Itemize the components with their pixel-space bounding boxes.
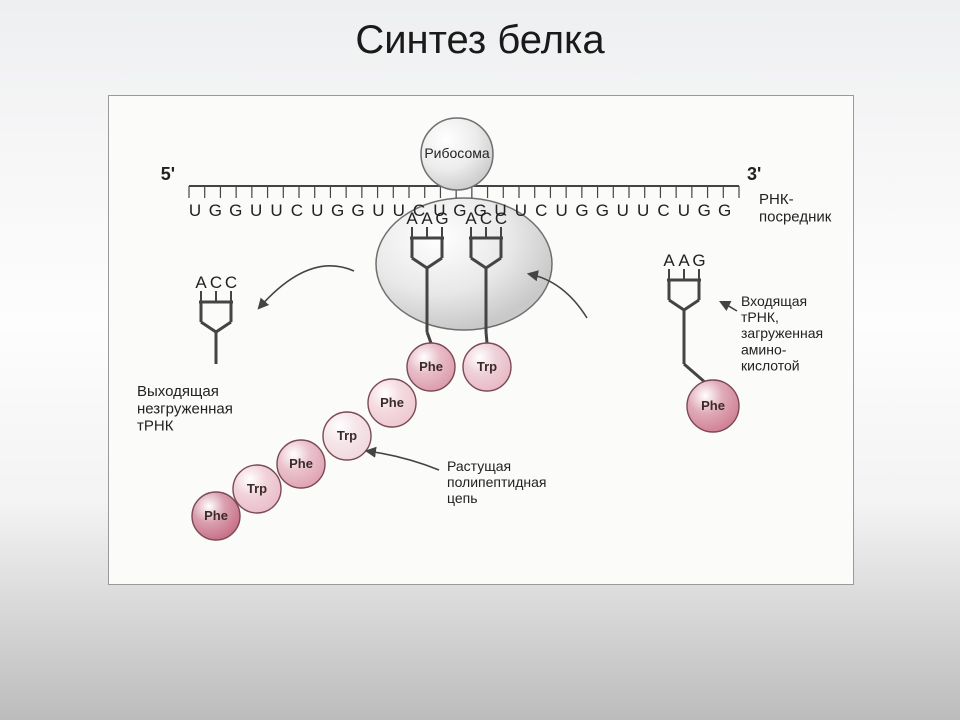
svg-text:U: U (515, 201, 527, 220)
svg-text:Входящая: Входящая (741, 293, 807, 309)
svg-text:G: G (692, 251, 705, 270)
svg-text:Растущая: Растущая (447, 458, 511, 474)
svg-text:незгруженная: незгруженная (137, 400, 233, 417)
svg-text:U: U (311, 201, 323, 220)
svg-text:G: G (229, 201, 242, 220)
flow-arrow (259, 266, 354, 308)
svg-text:U: U (617, 201, 629, 220)
svg-text:A: A (663, 251, 675, 270)
svg-text:U: U (250, 201, 262, 220)
svg-text:U: U (678, 201, 690, 220)
svg-text:G: G (351, 201, 364, 220)
svg-text:полипептидная: полипептидная (447, 474, 547, 490)
svg-text:A: A (195, 273, 207, 292)
svg-text:U: U (189, 201, 201, 220)
diagram-panel: 5'3'UGGUUCUGGUUCUGGUUCUGGUUCUGGРНК-посре… (108, 95, 854, 585)
svg-text:C: C (291, 201, 303, 220)
page-background: Синтез белка 5'3'UGGUUCUGGUUCUGGUUCUGGUU… (0, 0, 960, 720)
svg-text:Trp: Trp (247, 481, 267, 496)
svg-text:Рибосома: Рибосома (424, 145, 490, 161)
svg-text:G: G (575, 201, 588, 220)
svg-text:U: U (372, 201, 384, 220)
svg-text:G: G (698, 201, 711, 220)
svg-text:тРНК,: тРНК, (741, 309, 779, 325)
svg-text:U: U (393, 201, 405, 220)
svg-text:загруженная: загруженная (741, 325, 823, 341)
svg-text:G: G (596, 201, 609, 220)
svg-text:U: U (556, 201, 568, 220)
svg-text:C: C (495, 209, 507, 228)
svg-text:A: A (406, 209, 418, 228)
svg-text:U: U (270, 201, 282, 220)
svg-text:Phe: Phe (289, 456, 313, 471)
svg-text:РНК-: РНК- (759, 191, 794, 208)
flow-arrow (721, 302, 737, 311)
svg-text:Phe: Phe (701, 398, 725, 413)
svg-text:тРНК: тРНК (137, 418, 174, 435)
svg-text:C: C (480, 209, 492, 228)
svg-text:C: C (210, 273, 222, 292)
svg-text:C: C (225, 273, 237, 292)
svg-text:C: C (535, 201, 547, 220)
svg-text:Выходящая: Выходящая (137, 383, 219, 400)
svg-text:G: G (435, 209, 448, 228)
svg-text:G: G (209, 201, 222, 220)
svg-text:3': 3' (747, 164, 761, 184)
page-title: Синтез белка (0, 18, 960, 63)
svg-text:U: U (637, 201, 649, 220)
svg-text:цепь: цепь (447, 490, 478, 506)
svg-text:G: G (718, 201, 731, 220)
svg-text:кислотой: кислотой (741, 357, 800, 373)
svg-text:A: A (465, 209, 477, 228)
svg-text:G: G (331, 201, 344, 220)
svg-text:Phe: Phe (380, 395, 404, 410)
svg-text:Trp: Trp (337, 428, 357, 443)
diagram-svg: 5'3'UGGUUCUGGUUCUGGUUCUGGUUCUGGРНК-посре… (109, 96, 853, 584)
svg-text:C: C (657, 201, 669, 220)
svg-text:Phe: Phe (419, 359, 443, 374)
svg-text:амино-: амино- (741, 341, 787, 357)
svg-text:Trp: Trp (477, 359, 497, 374)
svg-text:5': 5' (161, 164, 175, 184)
svg-text:A: A (678, 251, 690, 270)
flow-arrow (367, 451, 439, 470)
svg-text:Phe: Phe (204, 508, 228, 523)
svg-text:A: A (421, 209, 433, 228)
svg-text:посредник: посредник (759, 208, 832, 225)
